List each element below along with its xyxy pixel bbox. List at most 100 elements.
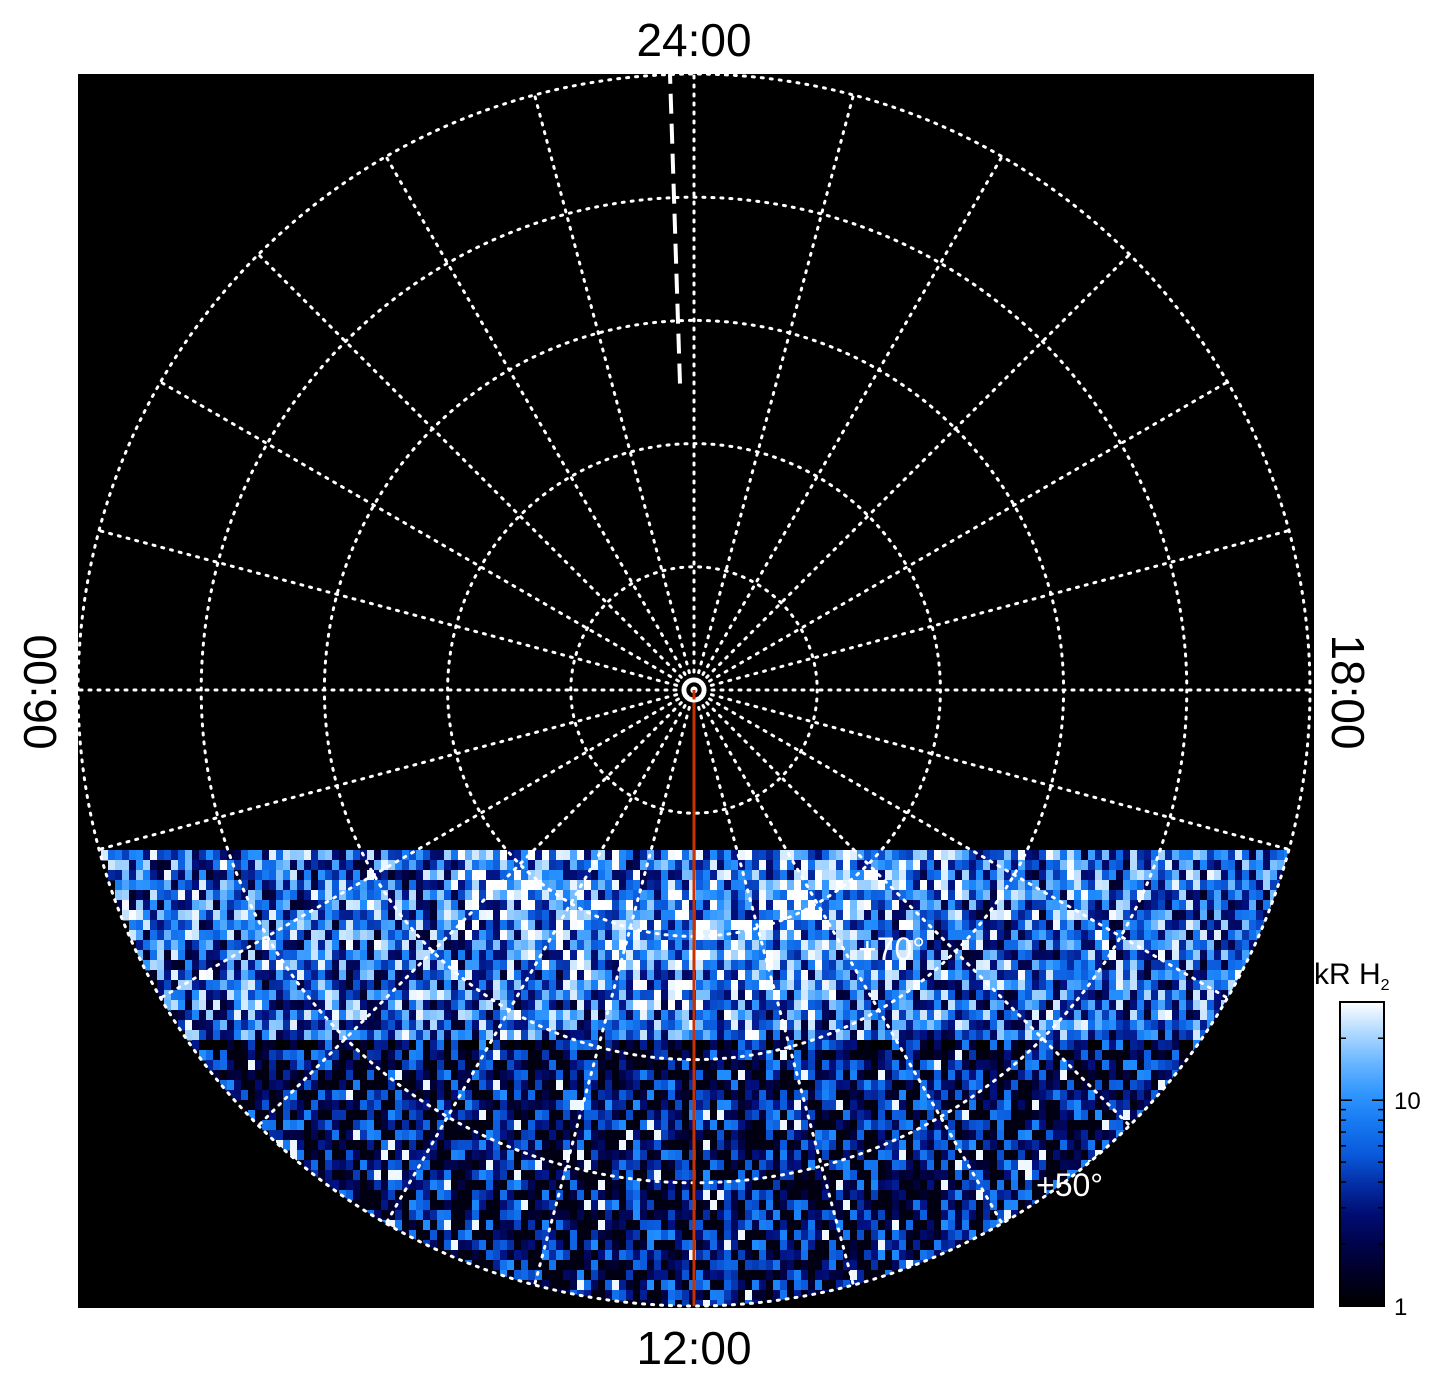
emission-cell [710,1130,718,1141]
emission-cell [311,910,319,921]
emission-cell [206,870,214,881]
emission-cell [633,1190,641,1201]
emission-cell [1046,1130,1054,1141]
emission-cell [969,1010,977,1021]
emission-cell [199,990,207,1001]
emission-cell [927,1030,935,1041]
emission-cell [1046,1060,1054,1071]
emission-cell [528,1100,536,1111]
emission-cell [311,990,319,1001]
emission-cell [1179,1010,1187,1021]
emission-cell [290,1130,298,1141]
emission-cell [129,930,137,941]
emission-cell [353,1140,361,1151]
emission-cell [990,1060,998,1071]
emission-cell [318,1010,326,1021]
emission-cell [542,950,550,961]
emission-cell [724,1020,732,1031]
emission-cell [493,940,501,951]
emission-cell [675,980,683,991]
emission-cell [381,910,389,921]
emission-cell [150,920,158,931]
emission-cell [521,1180,529,1191]
emission-cell [626,1070,634,1081]
emission-cell [430,1060,438,1071]
emission-cell [1109,1000,1117,1011]
emission-cell [864,930,872,941]
emission-cell [745,1020,753,1031]
emission-cell [941,1030,949,1041]
emission-cell [878,860,886,871]
emission-cell [409,890,417,901]
emission-cell [1074,1110,1082,1121]
emission-cell [647,890,655,901]
emission-cell [906,1010,914,1021]
emission-cell [955,1040,963,1051]
emission-cell [990,1120,998,1131]
emission-cell [458,1180,466,1191]
emission-cell [920,1090,928,1101]
emission-cell [1151,940,1159,951]
emission-cell [1039,1170,1047,1181]
emission-cell [927,1090,935,1101]
emission-cell [801,1010,809,1021]
emission-cell [507,1150,515,1161]
emission-cell [255,1030,263,1041]
emission-cell [976,1100,984,1111]
emission-cell [822,1120,830,1131]
emission-cell [416,860,424,871]
emission-cell [549,1150,557,1161]
emission-cell [584,910,592,921]
emission-cell [654,930,662,941]
emission-cell [612,970,620,981]
emission-cell [409,1100,417,1111]
emission-cell [465,990,473,1001]
emission-cell [276,940,284,951]
emission-cell [983,1050,991,1061]
emission-cell [367,920,375,931]
emission-cell [150,880,158,891]
emission-cell [227,1010,235,1021]
emission-cell [507,950,515,961]
emission-cell [1263,870,1271,881]
emission-cell [752,1010,760,1021]
emission-cell [262,880,270,891]
emission-cell [535,1140,543,1151]
emission-cell [437,890,445,901]
emission-cell [787,960,795,971]
emission-cell [780,1080,788,1091]
emission-cell [1172,910,1180,921]
emission-cell [661,850,669,861]
emission-cell [1116,1000,1124,1011]
emission-cell [255,880,263,891]
emission-cell [297,1100,305,1111]
emission-cell [353,1150,361,1161]
emission-cell [1039,1060,1047,1071]
emission-cell [626,1100,634,1111]
emission-cell [626,980,634,991]
emission-cell [682,970,690,981]
emission-cell [703,1110,711,1121]
emission-cell [500,1080,508,1091]
emission-cell [1067,1070,1075,1081]
emission-cell [465,870,473,881]
emission-cell [346,900,354,911]
emission-cell [633,1080,641,1091]
emission-cell [1130,930,1138,941]
emission-cell [521,1030,529,1041]
emission-cell [318,860,326,871]
emission-cell [913,850,921,861]
emission-cell [304,1080,312,1091]
emission-cell [1095,990,1103,1001]
emission-cell [374,1090,382,1101]
emission-cell [563,1060,571,1071]
emission-cell [892,1060,900,1071]
emission-cell [829,900,837,911]
emission-cell [766,900,774,911]
emission-cell [997,870,1005,881]
emission-cell [423,960,431,971]
emission-cell [437,1190,445,1201]
emission-cell [1088,930,1096,941]
emission-cell [920,960,928,971]
emission-cell [220,1040,228,1051]
